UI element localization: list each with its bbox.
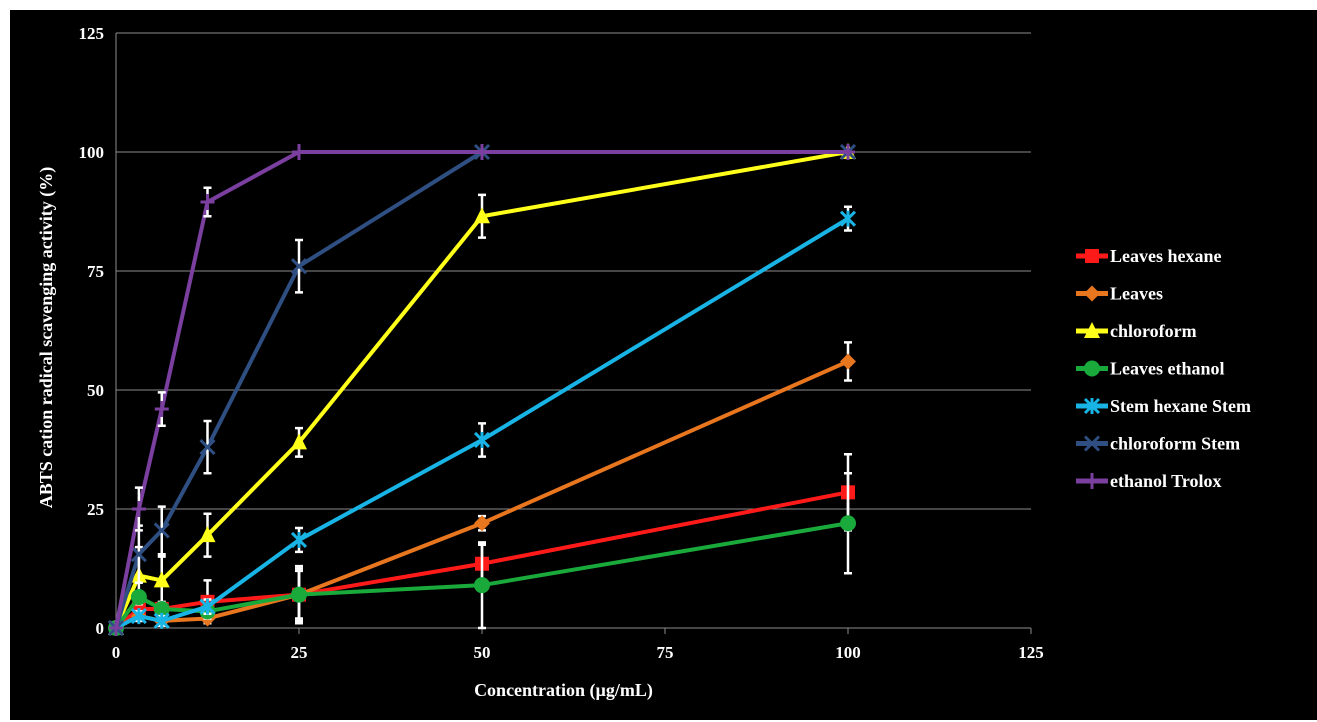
point-marker bbox=[290, 258, 308, 275]
y-tick-label: 75 bbox=[87, 262, 104, 281]
legend-label: Leaves ethanol bbox=[1110, 359, 1225, 379]
point-marker bbox=[1083, 397, 1101, 415]
chart-frame: 0 25 50 75 100 125 0 25 50 75 100 125 Leaves hexane… bbox=[10, 10, 1317, 720]
point-marker bbox=[1084, 360, 1100, 377]
legend-item: Leaves hexane bbox=[1076, 246, 1222, 266]
point-marker bbox=[154, 401, 169, 418]
point-marker bbox=[109, 620, 123, 636]
x-axis-title: Concentration (µg/mL) bbox=[474, 680, 653, 701]
point-marker bbox=[840, 353, 856, 370]
point-marker bbox=[199, 526, 216, 543]
point-marker bbox=[131, 501, 146, 517]
point-marker bbox=[200, 193, 215, 210]
point-marker bbox=[1083, 435, 1101, 452]
y-tick-label: 25 bbox=[87, 500, 104, 519]
point-marker bbox=[153, 612, 170, 629]
point-marker bbox=[1085, 473, 1099, 489]
y-axis-title: ABTS cation radical scavenging activity … bbox=[36, 167, 57, 508]
legend-item: Leaves ethanol bbox=[1076, 359, 1225, 379]
point-marker bbox=[1084, 322, 1100, 338]
y-tick-label: 50 bbox=[87, 381, 104, 400]
legend-item: chloroform bbox=[1076, 321, 1197, 341]
y-tick-label: 125 bbox=[79, 24, 105, 43]
point-marker bbox=[839, 210, 857, 227]
x-tick-label: 25 bbox=[291, 643, 308, 662]
line-chart: 0 25 50 75 100 125 0 25 50 75 100 125 Leaves hexane… bbox=[36, 24, 1251, 701]
legend-item: Stem hexane Stem bbox=[1076, 396, 1251, 416]
point-marker bbox=[153, 600, 170, 617]
point-marker bbox=[841, 144, 855, 160]
point-marker bbox=[475, 144, 489, 160]
legend: Leaves hexane Leaves chloroform Leaves etha… bbox=[1076, 246, 1251, 491]
point-marker bbox=[474, 515, 490, 532]
legend-item: Leaves bbox=[1076, 284, 1163, 304]
y-tick-label: 0 bbox=[96, 619, 105, 638]
point-marker bbox=[473, 431, 491, 449]
point-marker bbox=[1085, 249, 1099, 263]
legend-label: Stem hexane Stem bbox=[1110, 396, 1251, 416]
point-marker bbox=[290, 531, 308, 549]
point-marker bbox=[474, 207, 490, 224]
legend-label: Leaves hexane bbox=[1110, 246, 1222, 266]
point-marker bbox=[292, 144, 306, 160]
series-group bbox=[107, 143, 857, 637]
x-tick-label: 0 bbox=[112, 643, 121, 662]
legend-label: chloroform bbox=[1110, 321, 1197, 341]
point-marker bbox=[130, 608, 147, 625]
legend-item: chloroform Stem bbox=[1076, 434, 1240, 454]
y-tick-label: 100 bbox=[79, 143, 105, 162]
point-marker bbox=[153, 571, 170, 588]
x-tick-label: 100 bbox=[835, 643, 861, 662]
point-marker bbox=[199, 439, 216, 456]
series-3 bbox=[108, 472, 856, 636]
x-tick-label: 125 bbox=[1018, 643, 1044, 662]
point-marker bbox=[153, 522, 170, 539]
point-marker bbox=[199, 598, 216, 615]
point-marker bbox=[840, 515, 856, 532]
point-marker bbox=[474, 577, 490, 594]
point-marker bbox=[291, 586, 307, 603]
axes: 0 25 50 75 100 125 0 25 50 75 100 125 bbox=[79, 24, 1044, 662]
grid-lines bbox=[116, 32, 1031, 510]
point-marker bbox=[1084, 285, 1100, 302]
legend-label: Leaves bbox=[1110, 284, 1163, 304]
point-marker bbox=[130, 589, 147, 606]
point-marker bbox=[130, 546, 147, 563]
legend-label: ethanol Trolox bbox=[1110, 471, 1222, 491]
x-tick-label: 50 bbox=[474, 643, 491, 662]
point-marker bbox=[291, 433, 307, 450]
x-tick-label: 75 bbox=[657, 643, 674, 662]
series-6 bbox=[109, 144, 855, 636]
legend-item: ethanol Trolox bbox=[1076, 471, 1222, 491]
legend-label: chloroform Stem bbox=[1110, 434, 1240, 454]
